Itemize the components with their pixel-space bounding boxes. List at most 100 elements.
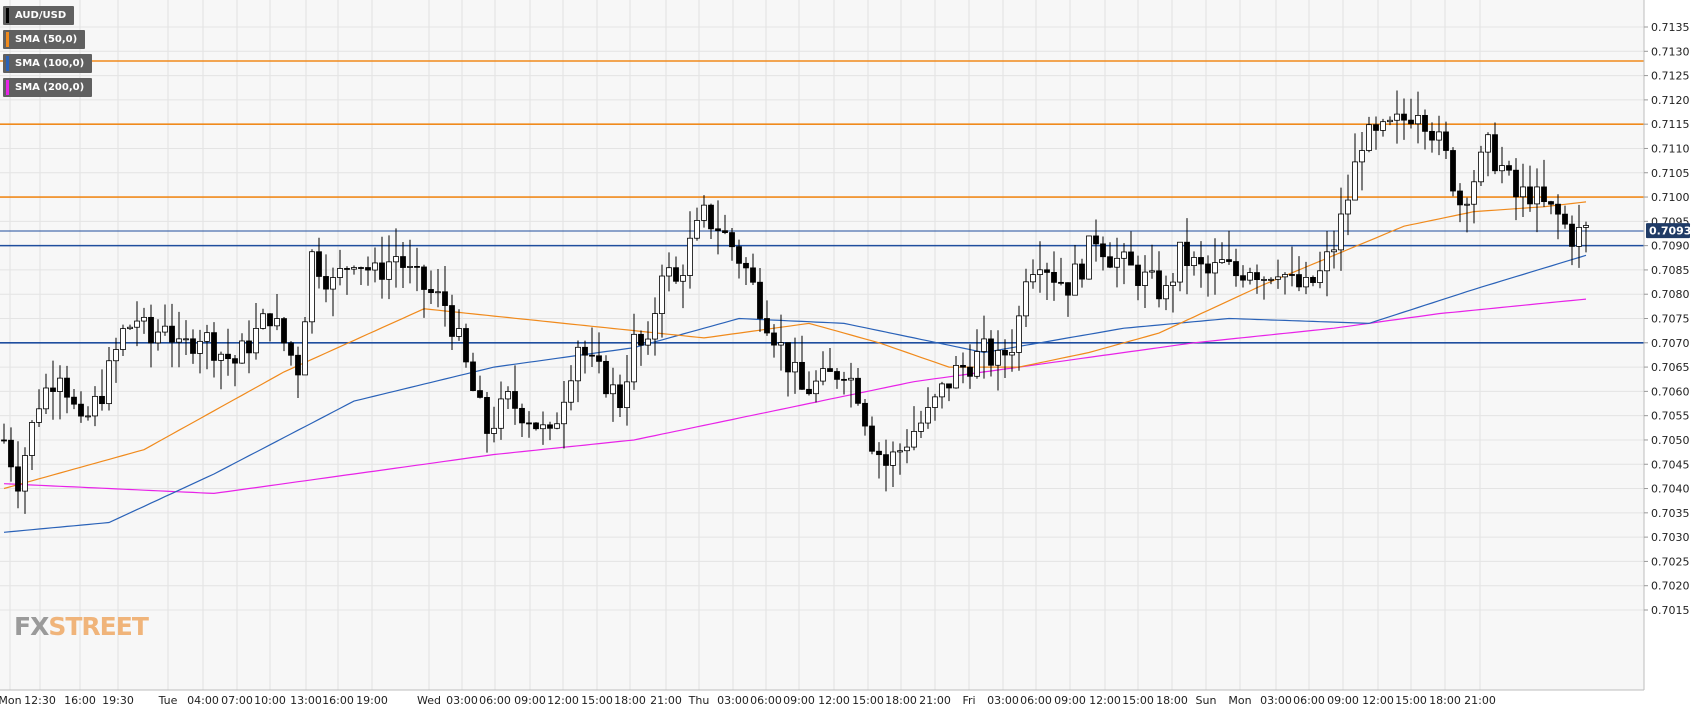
candle-body <box>834 371 840 380</box>
x-tick-label: 21:00 <box>919 694 951 707</box>
candle-body <box>281 318 287 344</box>
y-tick-label: 0.7105 <box>1651 167 1690 180</box>
candle-body <box>806 388 812 395</box>
y-axis-ticks: 0.7015 0.7020 0.7025 0.7030 0.7035 0.7040 0.70… <box>1644 21 1690 617</box>
y-tick-label: 0.7125 <box>1651 70 1690 83</box>
candle-body <box>778 342 784 346</box>
candle-body <box>204 332 210 342</box>
candle-body <box>939 383 945 398</box>
x-tick-label: 12:00 <box>818 694 850 707</box>
candle-body <box>729 232 735 248</box>
candle-body <box>1583 225 1589 228</box>
y-tick-label: 0.7130 <box>1651 45 1690 58</box>
candle-body <box>421 266 427 290</box>
y-tick-label: 0.7120 <box>1651 94 1690 107</box>
candle-body <box>1520 186 1526 198</box>
x-tick-label: 06:00 <box>750 694 782 707</box>
candle-body <box>715 228 721 232</box>
legend-item[interactable]: SMA (50,0) <box>3 30 86 49</box>
candle-body <box>995 349 1001 366</box>
candle-body <box>85 415 91 418</box>
candle-body <box>687 237 693 276</box>
candle-body <box>1254 272 1260 281</box>
candle-body <box>526 422 532 425</box>
logo-street: STREET <box>48 612 149 641</box>
y-tick-label: 0.7045 <box>1651 458 1690 471</box>
candle-body <box>386 261 392 280</box>
candle-body <box>50 387 56 392</box>
candle-body <box>323 276 329 290</box>
candle-body <box>722 230 728 233</box>
candle-body <box>855 377 861 404</box>
candle-body <box>1541 186 1547 203</box>
x-tick-label: 13:00 <box>290 694 322 707</box>
candle-body <box>1317 270 1323 283</box>
y-tick-label: 0.7070 <box>1651 337 1690 350</box>
candle-body <box>239 340 245 364</box>
candle-body <box>1156 270 1162 300</box>
candle-body <box>148 316 154 344</box>
candle-body <box>1135 264 1141 286</box>
candle-body <box>1002 349 1008 356</box>
candle-body <box>645 338 651 346</box>
candle-body <box>869 425 875 452</box>
y-tick-label: 0.7065 <box>1651 361 1690 374</box>
candle-body <box>1464 203 1470 206</box>
candle-body <box>883 454 889 466</box>
candle-body <box>470 361 476 391</box>
candle-body <box>1478 151 1484 183</box>
legend-swatch <box>6 56 9 71</box>
candle-body <box>15 466 21 492</box>
x-tick-label: 06:00 <box>1293 694 1325 707</box>
candle-body <box>1219 259 1225 264</box>
candle-body <box>36 408 42 423</box>
candle-body <box>1177 241 1183 283</box>
x-tick-label: Fri <box>962 694 975 707</box>
candle-body <box>519 407 525 424</box>
candle-body <box>1205 263 1211 274</box>
candle-body <box>106 360 112 405</box>
y-tick-label: 0.7060 <box>1651 385 1690 398</box>
y-tick-label: 0.7110 <box>1651 142 1690 155</box>
candle-body <box>337 268 343 278</box>
candle-body <box>575 346 581 382</box>
candle-body <box>330 277 336 290</box>
candle-body <box>736 246 742 264</box>
legend-item[interactable]: AUD/USD <box>3 6 75 25</box>
candle-body <box>134 320 140 328</box>
x-tick-label: 16:00 <box>64 694 96 707</box>
x-tick-label: 21:00 <box>1464 694 1496 707</box>
candle-body <box>1051 272 1057 283</box>
sma-lines <box>3 201 1587 533</box>
candle-body <box>1415 115 1421 125</box>
candle-body <box>456 328 462 337</box>
grid <box>0 0 1644 690</box>
legend-item[interactable]: SMA (100,0) <box>3 54 93 73</box>
candle-body <box>1128 251 1134 266</box>
candle-body <box>197 340 203 354</box>
x-tick-label: Mon <box>0 694 22 707</box>
legend-swatch <box>6 32 9 47</box>
legend-item[interactable]: SMA (200,0) <box>3 78 93 97</box>
y-tick-label: 0.7135 <box>1651 21 1690 34</box>
candle-body <box>981 338 987 352</box>
candle-body <box>1079 263 1085 280</box>
x-tick-label: 19:30 <box>102 694 134 707</box>
y-tick-label: 0.7055 <box>1651 410 1690 423</box>
candle-body <box>1289 274 1295 276</box>
candle-body <box>344 268 350 270</box>
candle-body <box>610 384 616 395</box>
last-price-tag: 0.70931 <box>1646 223 1699 239</box>
candle-body <box>1226 259 1232 262</box>
candle-body <box>99 395 105 405</box>
candle-body <box>932 396 938 408</box>
y-tick-label: 0.7085 <box>1651 264 1690 277</box>
candle-body <box>1569 223 1575 247</box>
y-tick-label: 0.7035 <box>1651 507 1690 520</box>
candle-body <box>379 262 385 280</box>
candle-body <box>1331 249 1337 253</box>
candle-body <box>1086 235 1092 280</box>
candle-body <box>1184 241 1190 267</box>
candle-body <box>302 321 308 376</box>
candle-body <box>617 384 623 409</box>
